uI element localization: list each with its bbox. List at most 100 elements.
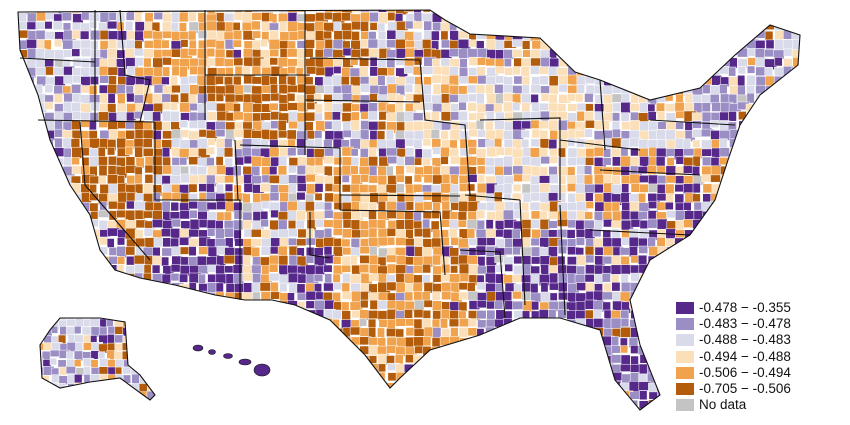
county-region bbox=[675, 273, 685, 282]
county-region bbox=[233, 210, 243, 220]
county-region bbox=[314, 183, 324, 193]
county-region bbox=[57, 398, 70, 400]
county-region bbox=[351, 354, 360, 365]
county-region bbox=[503, 371, 512, 382]
county-region bbox=[521, 291, 532, 301]
county-region bbox=[719, 111, 729, 121]
county-region bbox=[458, 30, 471, 39]
county-region bbox=[142, 148, 154, 157]
county-region bbox=[594, 283, 603, 292]
county-region bbox=[53, 228, 66, 239]
county-region bbox=[341, 364, 353, 376]
county-region bbox=[117, 282, 126, 294]
county-region bbox=[801, 192, 812, 200]
county-region bbox=[260, 328, 272, 337]
county-region bbox=[764, 236, 777, 245]
county-region bbox=[422, 346, 432, 357]
county-region bbox=[99, 391, 108, 404]
county-region bbox=[278, 372, 291, 383]
county-region bbox=[684, 13, 697, 23]
county-region bbox=[360, 407, 373, 410]
county-region bbox=[729, 10, 741, 12]
county-region bbox=[53, 165, 63, 178]
county-region bbox=[215, 40, 225, 50]
county-region bbox=[35, 228, 48, 240]
county-region bbox=[107, 409, 121, 410]
county-region bbox=[214, 75, 224, 85]
legend-label: -0.494 − -0.488 bbox=[699, 348, 791, 364]
county-region bbox=[656, 274, 668, 283]
county-region bbox=[773, 192, 783, 203]
county-region bbox=[711, 21, 722, 32]
county-region bbox=[558, 354, 570, 364]
county-region bbox=[43, 383, 52, 393]
county-region bbox=[647, 12, 661, 24]
legend-swatch bbox=[676, 399, 694, 412]
county-region bbox=[323, 155, 334, 165]
county-region bbox=[188, 319, 201, 328]
county-region bbox=[485, 346, 495, 358]
county-region bbox=[223, 254, 236, 265]
county-region bbox=[629, 173, 641, 185]
county-region bbox=[51, 326, 59, 334]
county-region bbox=[315, 120, 326, 132]
county-region bbox=[405, 327, 415, 337]
county-region bbox=[25, 346, 35, 356]
county-region bbox=[746, 184, 757, 197]
county-region bbox=[70, 138, 81, 148]
county-region bbox=[773, 138, 782, 149]
county-region bbox=[242, 300, 255, 310]
county-region bbox=[746, 192, 757, 201]
county-region bbox=[341, 10, 354, 14]
county-region bbox=[134, 318, 146, 327]
county-region bbox=[530, 94, 539, 103]
county-region bbox=[324, 391, 335, 400]
county-region bbox=[341, 345, 353, 355]
county-region bbox=[783, 147, 796, 158]
county-region bbox=[747, 237, 756, 250]
county-region bbox=[521, 364, 534, 375]
county-region bbox=[701, 111, 712, 122]
county-region bbox=[198, 409, 209, 410]
county-region bbox=[576, 22, 590, 34]
county-region bbox=[603, 10, 615, 12]
county-region bbox=[251, 328, 260, 340]
county-region bbox=[683, 102, 696, 112]
county-region bbox=[504, 10, 517, 13]
county-region bbox=[287, 355, 298, 364]
county-region bbox=[549, 272, 559, 285]
county-region bbox=[90, 409, 100, 410]
county-region bbox=[18, 400, 32, 410]
county-region bbox=[567, 238, 577, 248]
county-region bbox=[162, 283, 171, 295]
county-region bbox=[269, 102, 279, 111]
county-region bbox=[359, 10, 371, 13]
county-region bbox=[448, 192, 460, 204]
county-region bbox=[531, 354, 543, 365]
county-region bbox=[746, 128, 757, 141]
county-region bbox=[773, 84, 783, 95]
county-region bbox=[611, 76, 622, 84]
county-region bbox=[675, 264, 687, 272]
county-region bbox=[154, 390, 155, 399]
county-region bbox=[313, 328, 325, 341]
county-region bbox=[494, 336, 506, 349]
county-region bbox=[72, 229, 82, 239]
county-region bbox=[801, 85, 811, 96]
county-region bbox=[82, 383, 92, 394]
county-region bbox=[98, 111, 110, 122]
county-region bbox=[52, 175, 66, 185]
county-region bbox=[538, 390, 552, 400]
county-region bbox=[179, 31, 190, 40]
county-region bbox=[251, 247, 260, 258]
county-region bbox=[215, 93, 225, 102]
county-region bbox=[215, 362, 227, 371]
county-region bbox=[260, 291, 272, 301]
county-region bbox=[738, 30, 750, 40]
county-region bbox=[278, 399, 290, 410]
county-region bbox=[44, 301, 57, 313]
county-region bbox=[683, 202, 692, 212]
county-region bbox=[782, 112, 794, 124]
county-region bbox=[116, 390, 129, 403]
